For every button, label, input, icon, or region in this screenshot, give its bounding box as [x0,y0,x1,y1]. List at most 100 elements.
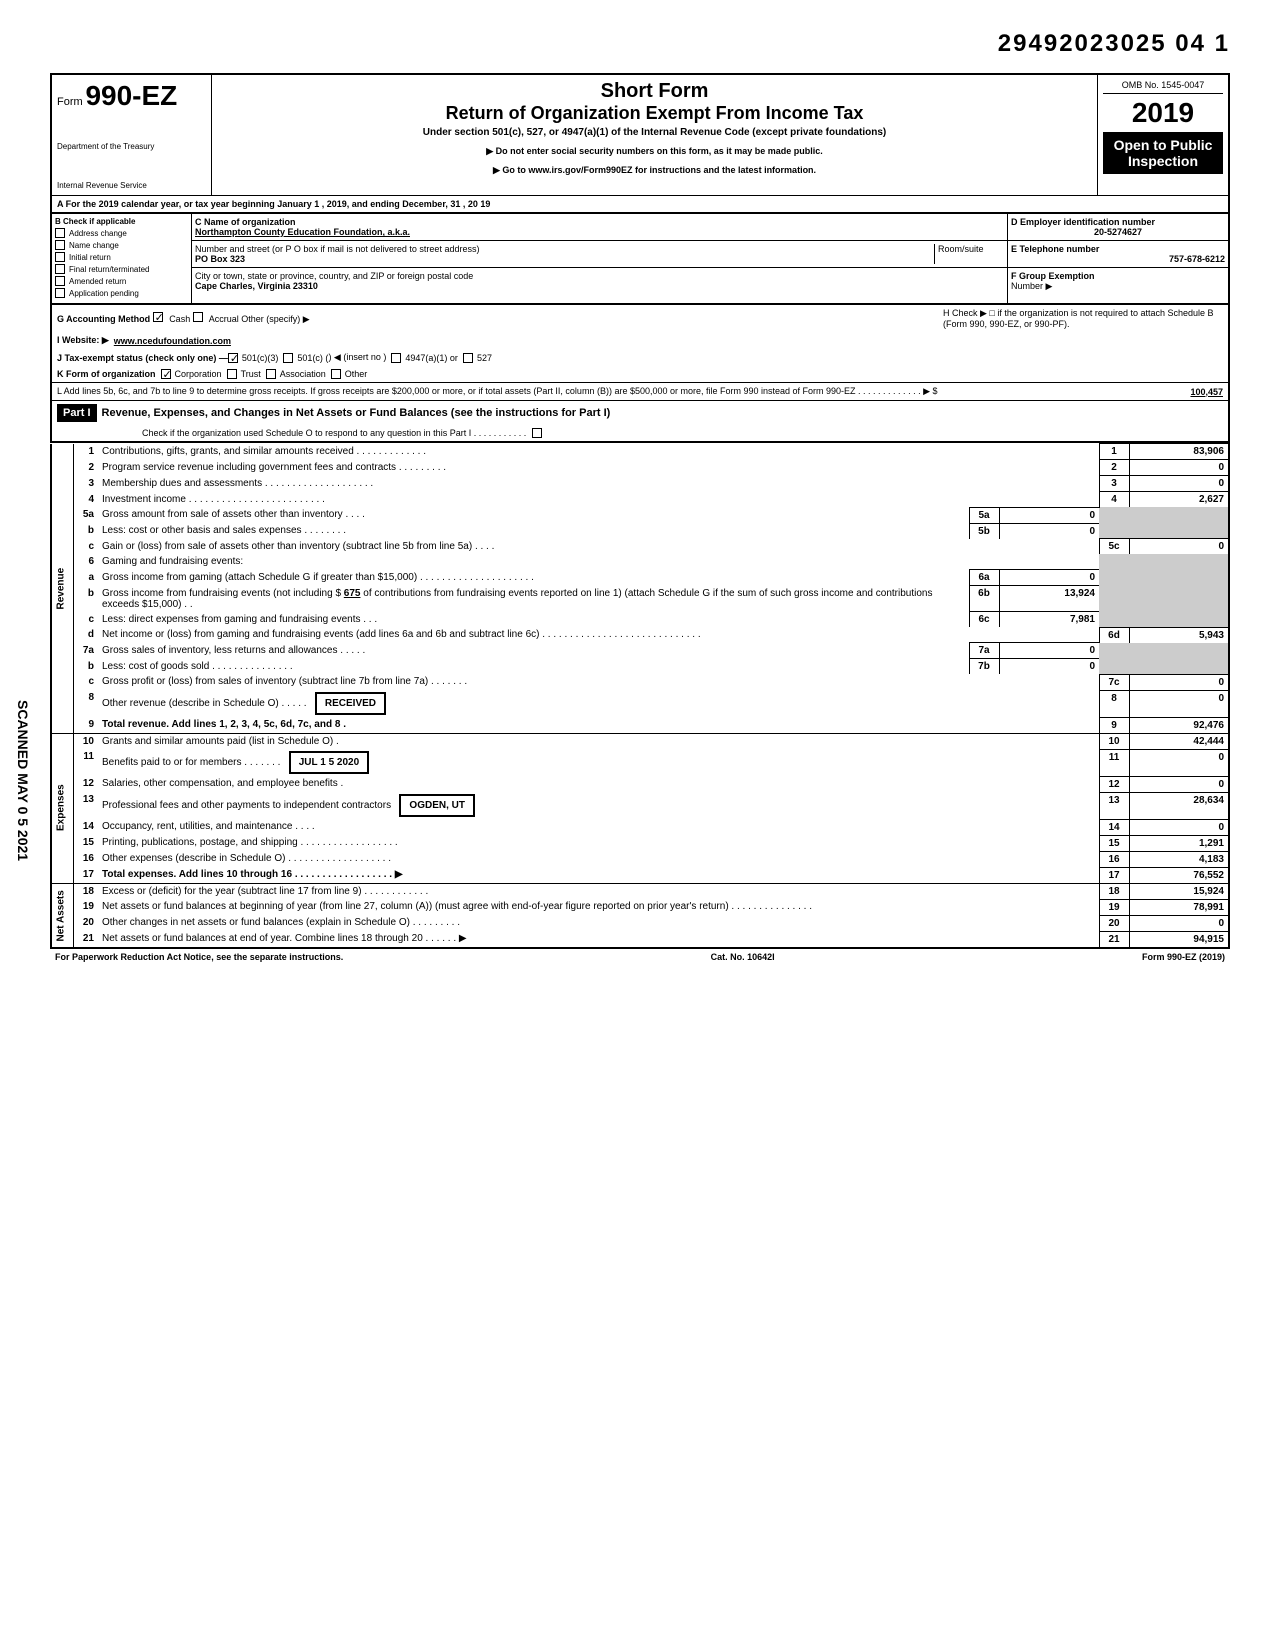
line-17-box: 17 [1099,867,1129,883]
line-9-desc: Total revenue. Add lines 1, 2, 3, 4, 5c,… [98,717,1099,733]
line-15-desc: Printing, publications, postage, and shi… [98,835,1099,851]
checkbox-other-org[interactable] [331,369,341,379]
checkbox-501c[interactable] [283,353,293,363]
checkbox-527[interactable] [463,353,473,363]
row-k-label: K Form of organization [57,369,156,379]
line-5a-amt: 0 [999,507,1099,523]
gray-6c-2 [1129,612,1229,628]
opt-501c3: 501(c)(3) [242,353,279,363]
directive-website: ▶ Go to www.irs.gov/Form990EZ for instru… [217,165,1092,176]
line-6c-box: 6c [969,612,999,628]
room-label: Room/suite [938,244,984,254]
street-label: Number and street (or P O box if mail is… [195,244,479,254]
line-2-amt: 0 [1129,460,1229,476]
opt-initial-return: Initial return [69,253,111,262]
barcode-number: 29492023025 04 1 [50,30,1230,58]
section-c-label: C Name of organization [195,217,296,227]
row-i-label: I Website: ▶ [57,335,109,346]
line-6c-amt: 7,981 [999,612,1099,628]
line-18-amt: 15,924 [1129,883,1229,899]
line-11-amt: 0 [1129,749,1229,776]
line-8-box: 8 [1099,690,1129,717]
line-5c-num: c [73,539,98,555]
opt-501c: 501(c) ( [297,353,328,363]
line-7b-box: 7b [969,659,999,675]
checkbox-accrual[interactable] [193,312,203,322]
checkbox-cash[interactable] [153,312,163,322]
section-d-label: D Employer identification number [1011,217,1155,227]
line-20-box: 20 [1099,915,1129,931]
stamp-date: JUL 1 5 2020 [289,751,369,774]
opt-amended: Amended return [69,277,126,286]
line-8-amt: 0 [1129,690,1229,717]
line-21-desc: Net assets or fund balances at end of ye… [98,931,1099,948]
line-6d-box: 6d [1099,627,1129,643]
line-13-desc: Professional fees and other payments to … [102,800,391,811]
checkbox-name-change[interactable] [55,240,65,250]
checkbox-address-change[interactable] [55,228,65,238]
row-j-label: J Tax-exempt status (check only one) — [57,353,228,363]
line-5c-desc: Gain or (loss) from sale of assets other… [98,539,1099,555]
line-6b-contrib: 675 [344,588,361,599]
ein-value: 20-5274627 [1011,227,1225,237]
checkbox-pending[interactable] [55,288,65,298]
checkbox-trust[interactable] [227,369,237,379]
line-21-box: 21 [1099,931,1129,948]
gray-7b-2 [1129,659,1229,675]
gray-7a-2 [1129,643,1229,659]
gray-6b-2 [1129,586,1229,612]
line-8-desc: Other revenue (describe in Schedule O) .… [102,698,307,709]
line-3-amt: 0 [1129,476,1229,492]
line-6-desc: Gaming and fundraising events: [98,554,1099,570]
line-13-box: 13 [1099,792,1129,819]
line-5a-desc: Gross amount from sale of assets other t… [98,507,969,523]
line-9-box: 9 [1099,717,1129,733]
checkbox-4947[interactable] [391,353,401,363]
checkbox-amended[interactable] [55,276,65,286]
gray-6-2 [1129,554,1229,570]
section-b-container: B Check if applicable Address change Nam… [50,214,1230,305]
line-7a-box: 7a [969,643,999,659]
line-7a-amt: 0 [999,643,1099,659]
form-header: Form 990-EZ Department of the Treasury I… [50,73,1230,195]
opt-501c-b: ) ◀ (insert no ) [328,352,386,363]
line-19-num: 19 [73,899,98,915]
line-5b-desc: Less: cost or other basis and sales expe… [98,523,969,539]
checkbox-part1[interactable] [532,428,542,438]
line-1-amt: 83,906 [1129,444,1229,460]
line-8-num: 8 [73,690,98,717]
line-17-num: 17 [73,867,98,883]
city-label: City or town, state or province, country… [195,271,473,281]
line-6b-desc-pre: Gross income from fundraising events (no… [102,588,341,599]
line-5b-amt: 0 [999,523,1099,539]
stamp-loc: OGDEN, UT [399,794,475,817]
checkbox-assoc[interactable] [266,369,276,379]
line-6c-num: c [73,612,98,628]
checkbox-501c3[interactable] [228,353,238,363]
line-3-box: 3 [1099,476,1129,492]
line-7a-num: 7a [73,643,98,659]
line-13-num: 13 [73,792,98,819]
revenue-side-label: Revenue [51,444,73,734]
scanned-stamp: SCANNED MAY 0 5 2021 [15,700,31,861]
checkbox-initial-return[interactable] [55,252,65,262]
checkbox-final-return[interactable] [55,264,65,274]
line-14-desc: Occupancy, rent, utilities, and maintena… [98,819,1099,835]
section-f-label: F Group Exemption [1011,271,1095,281]
opt-4947: 4947(a)(1) or [405,353,458,363]
line-6a-num: a [73,570,98,586]
line-20-amt: 0 [1129,915,1229,931]
gray-5a [1099,507,1129,523]
line-18-num: 18 [73,883,98,899]
line-12-box: 12 [1099,776,1129,792]
row-l-amount: 100,457 [1190,387,1223,397]
line-15-num: 15 [73,835,98,851]
line-7c-num: c [73,674,98,690]
line-5b-num: b [73,523,98,539]
line-12-desc: Salaries, other compensation, and employ… [98,776,1099,792]
footer-right: Form 990-EZ (2019) [1142,952,1225,962]
line-1-box: 1 [1099,444,1129,460]
line-5c-amt: 0 [1129,539,1229,555]
checkbox-corp[interactable] [161,369,171,379]
expenses-side-label: Expenses [51,733,73,883]
